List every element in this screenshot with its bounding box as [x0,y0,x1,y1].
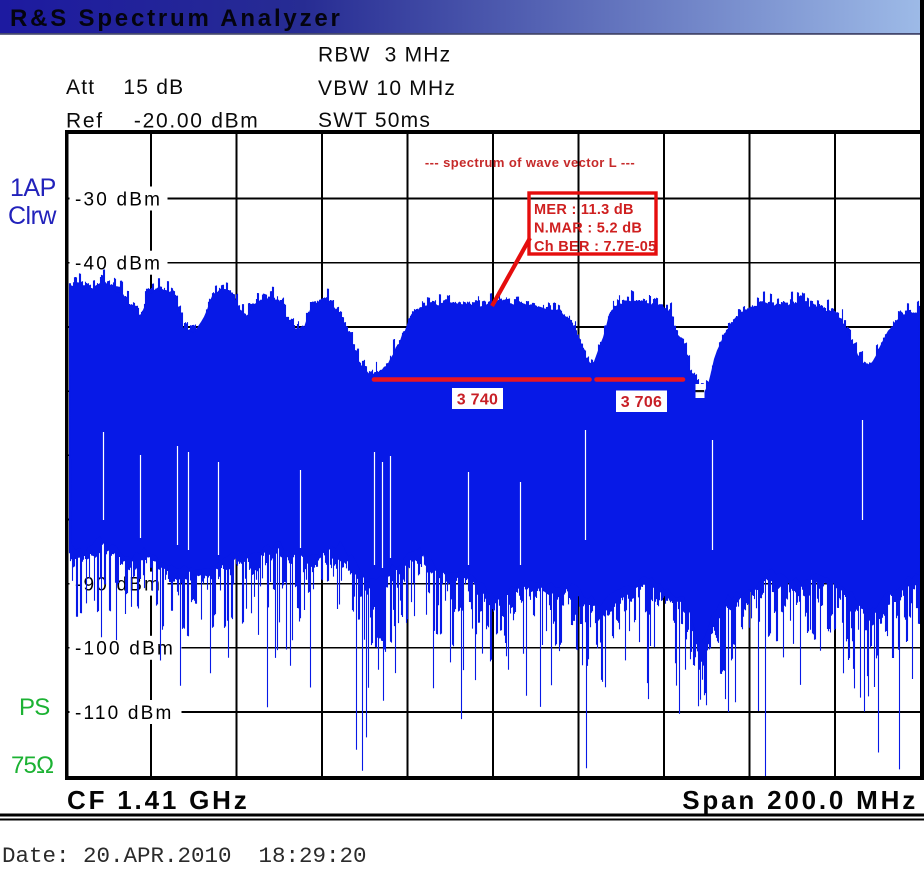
svg-text:N.MAR : 5.2 dB: N.MAR : 5.2 dB [534,221,642,237]
svg-text:-110 dBm: -110 dBm [75,703,174,724]
svg-text:MER : 11.3 dB: MER : 11.3 dB [534,202,634,218]
svg-text:CF 1.41 GHz: CF 1.41 GHz [67,785,250,815]
svg-text:PS: PS [19,694,49,721]
svg-text:R&S Spectrum Analyzer: R&S Spectrum Analyzer [10,5,343,32]
svg-text:Ref -20.00 dBm: Ref -20.00 dBm [66,110,259,133]
svg-text:3 740: 3 740 [457,392,499,409]
svg-text:Date: 20.APR.2010 18:29:20: Date: 20.APR.2010 18:29:20 [2,843,367,869]
svg-text:75Ω: 75Ω [11,752,53,779]
svg-text:--- spectrum of wave vector L: --- spectrum of wave vector L --- [425,155,635,170]
svg-text:Att 15 dB: Att 15 dB [66,76,184,99]
svg-text:3 706: 3 706 [621,394,663,411]
svg-text:-100 dBm: -100 dBm [75,639,175,660]
svg-text:SWT 50ms: SWT 50ms [318,109,431,132]
svg-text:VBW 10 MHz: VBW 10 MHz [318,77,456,100]
svg-text:Span 200.0 MHz: Span 200.0 MHz [682,785,918,815]
svg-text:RBW 3 MHz: RBW 3 MHz [318,43,451,66]
svg-text:Ch BER : 7.7E-05: Ch BER : 7.7E-05 [534,239,656,255]
svg-text:-40 dBm: -40 dBm [75,254,162,275]
svg-text:1AP: 1AP [10,174,56,202]
svg-text:-30 dBm: -30 dBm [75,189,162,210]
svg-text:Clrw: Clrw [8,202,57,230]
